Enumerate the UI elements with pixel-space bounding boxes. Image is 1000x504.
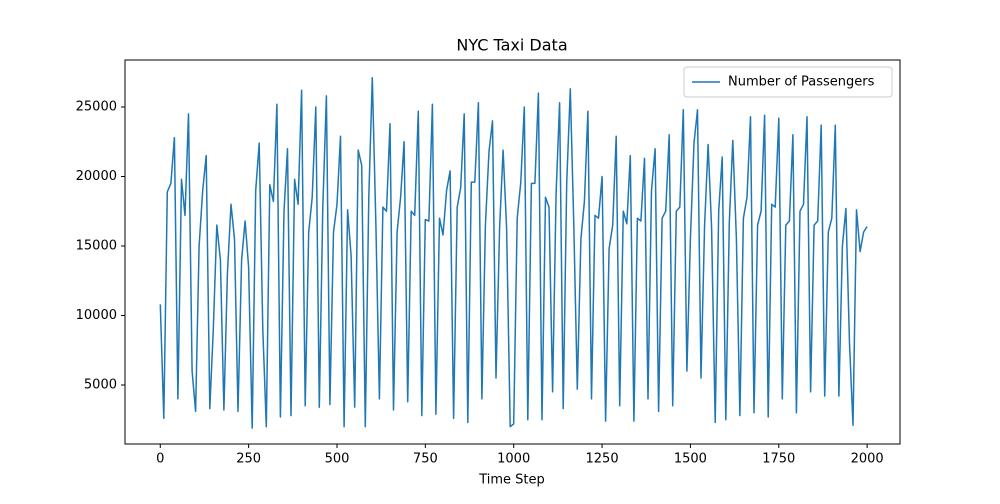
line-series bbox=[159, 77, 868, 429]
x-tick-label: 1750 bbox=[762, 452, 795, 467]
y-tick-label: 20000 bbox=[76, 169, 117, 184]
x-axis-label: Time Step bbox=[478, 473, 545, 488]
plot-area bbox=[124, 59, 901, 445]
y-tick-label: 25000 bbox=[76, 99, 117, 114]
x-tick-label: 0 bbox=[156, 452, 164, 467]
x-tick-label: 1000 bbox=[497, 452, 530, 467]
x-tick-label: 1500 bbox=[674, 452, 707, 467]
x-tick-label: 1250 bbox=[586, 452, 619, 467]
x-tick-label: 2000 bbox=[851, 452, 884, 467]
x-tick-label: 500 bbox=[325, 452, 350, 467]
legend-box bbox=[683, 66, 893, 98]
x-tick-label: 750 bbox=[413, 452, 438, 467]
legend-label: Number of Passengers bbox=[728, 75, 875, 90]
x-tick-label: 250 bbox=[236, 452, 261, 467]
y-tick-label: 15000 bbox=[76, 238, 117, 253]
y-tick-label: 10000 bbox=[76, 308, 117, 323]
chart-title: NYC Taxi Data bbox=[456, 36, 567, 55]
y-tick-label: 5000 bbox=[84, 377, 117, 392]
